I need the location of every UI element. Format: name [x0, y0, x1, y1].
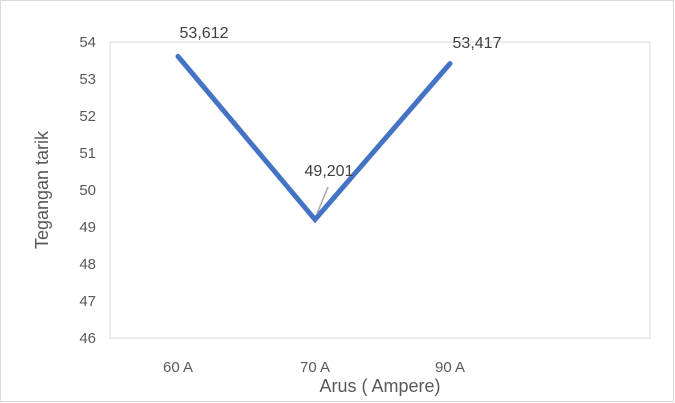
series-line	[175, 53, 453, 224]
y-tick-label: 49	[79, 219, 96, 236]
y-tick-label: 53	[79, 71, 96, 88]
y-axis-title: Tegangan tarik	[32, 130, 52, 249]
data-label-leader-line	[316, 186, 329, 214]
data-label: 49,201	[305, 163, 354, 180]
y-tick-label: 54	[79, 34, 96, 51]
plot-area-frame	[109, 41, 651, 339]
y-tick-label: 47	[79, 293, 96, 310]
x-tick-label: 70 A	[300, 359, 330, 376]
y-axis: 46 47 48 49 50 51 52 53 54	[79, 34, 96, 347]
y-tick-label: 46	[79, 330, 96, 347]
y-tick-label: 51	[79, 145, 96, 162]
data-label: 53,417	[453, 35, 502, 52]
x-tick-label: 90 A	[435, 359, 465, 376]
series-layer	[175, 53, 453, 224]
x-axis-title: Arus ( Ampere)	[319, 376, 440, 396]
y-tick-label: 52	[79, 108, 96, 125]
y-tick-label: 50	[79, 182, 96, 199]
data-labels-layer: 53,612 49,201 53,417	[180, 25, 502, 214]
data-label: 53,612	[180, 25, 229, 42]
x-axis: 60 A 70 A 90 A	[163, 359, 465, 376]
y-tick-label: 48	[79, 256, 96, 273]
x-tick-label: 60 A	[163, 359, 193, 376]
